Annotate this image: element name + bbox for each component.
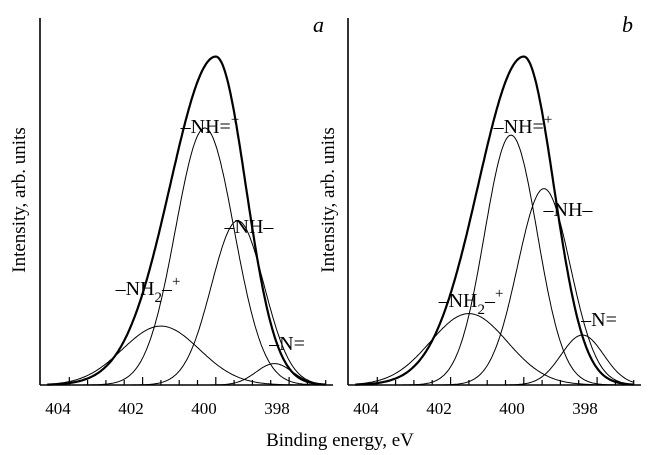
peak-label-nh: –NH– (543, 199, 594, 221)
peak-label-nh: –NH– (224, 216, 275, 238)
tick-label: 398 (264, 399, 290, 418)
x-axis-label: Binding energy, eV (266, 430, 414, 451)
peak-label-n: –N= (580, 309, 617, 331)
panel-a: 404 402 400 398 Intensity, arb. units a … (9, 12, 333, 418)
tick-label: 400 (191, 399, 217, 418)
tick-label: 404 (45, 399, 71, 418)
envelope-curve (355, 55, 634, 386)
peak-label-n: –N= (268, 333, 305, 355)
tick-label: 402 (118, 399, 144, 418)
peak-label-nh-plus: –NH=+ (493, 112, 553, 138)
y-axis-label: Intensity, arb. units (318, 127, 339, 272)
panel-label: a (313, 12, 324, 37)
tick-label: 402 (426, 399, 452, 418)
peak-label-nh-plus: –NH=+ (180, 112, 240, 138)
envelope-curve (47, 55, 326, 386)
tick-label: 404 (353, 399, 379, 418)
peak-label-nh2: –NH2–+ (115, 274, 181, 306)
panel-label: b (622, 12, 633, 37)
y-axis-label: Intensity, arb. units (9, 127, 30, 272)
tick-label: 400 (499, 399, 525, 418)
panel-b: 404 402 400 398 Intensity, arb. units b … (318, 12, 641, 418)
tick-label: 398 (572, 399, 598, 418)
